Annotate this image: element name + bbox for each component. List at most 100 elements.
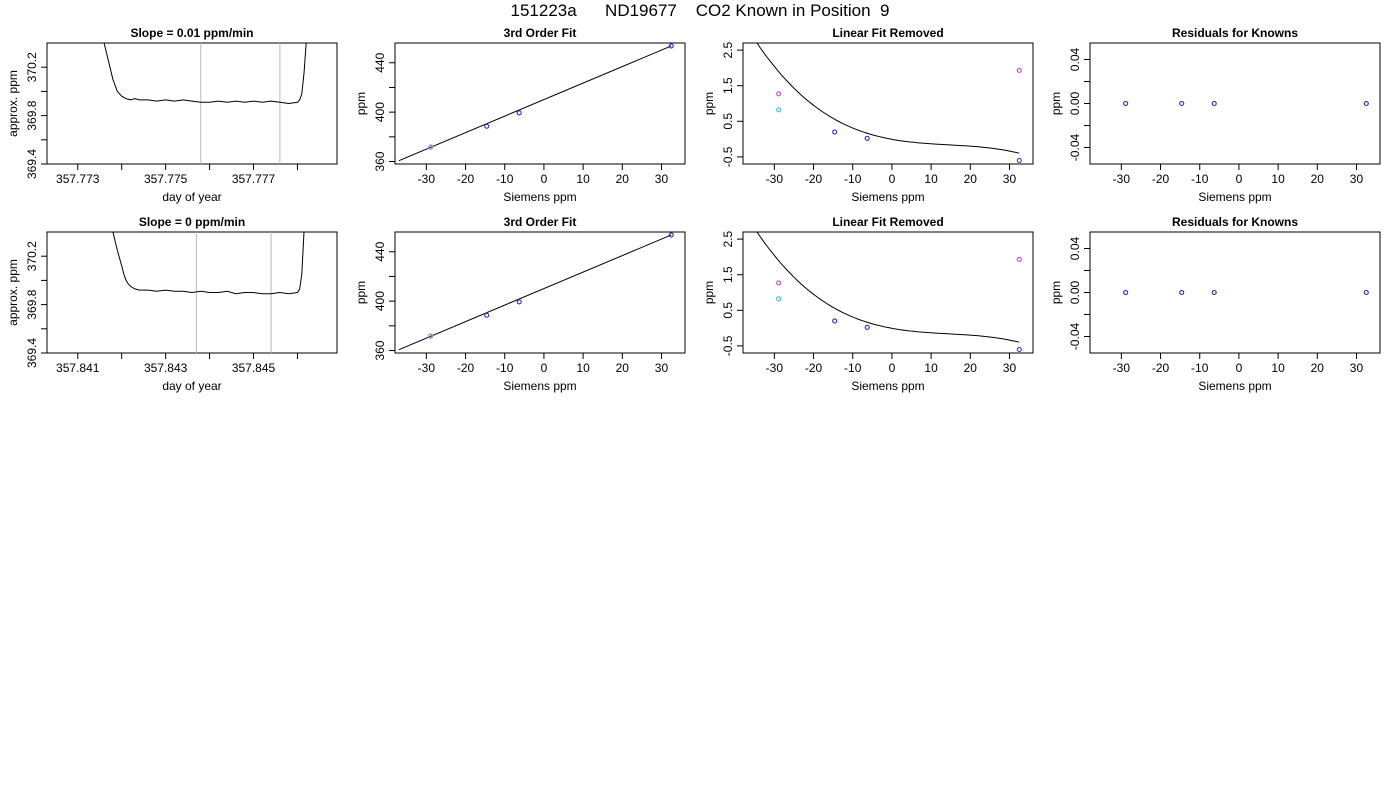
x-tick-label: 20 xyxy=(964,361,978,375)
data-point xyxy=(1179,290,1185,295)
x-tick-label: -30 xyxy=(1113,361,1131,375)
x-tick-label: -30 xyxy=(418,172,436,186)
x-tick-label: 0 xyxy=(889,361,896,375)
x-tick-label: 0 xyxy=(541,361,548,375)
x-tick-label: 357.775 xyxy=(144,172,188,186)
y-tick-label: -0.5 xyxy=(721,146,735,167)
data-point xyxy=(832,129,838,135)
x-tick-label: -30 xyxy=(418,361,436,375)
x-tick-label: 0 xyxy=(1236,172,1243,186)
fit-line xyxy=(398,45,672,162)
plot-area xyxy=(103,43,307,164)
y-axis-label: approx. ppm xyxy=(6,259,20,326)
data-point xyxy=(864,135,870,141)
plot-area xyxy=(756,232,1020,343)
x-tick-label: 30 xyxy=(1003,172,1017,186)
data-point xyxy=(776,280,782,286)
data-point xyxy=(428,333,434,339)
fit-curve xyxy=(756,43,1020,154)
x-tick-label: 10 xyxy=(924,172,938,186)
data-point xyxy=(484,123,490,129)
y-tick-label: 2.5 xyxy=(721,230,735,247)
data-point xyxy=(1016,346,1022,352)
y-axis-label: ppm xyxy=(1049,92,1063,115)
plot-frame xyxy=(46,231,338,354)
y-tick-label: 360 xyxy=(373,151,387,171)
data-point xyxy=(484,312,490,318)
panel-title: 3rd Order Fit xyxy=(504,215,577,229)
plot-frame xyxy=(1089,42,1381,165)
x-tick-label: 30 xyxy=(1003,361,1017,375)
chart-panel-3: Linear Fit Removed -30 -20 -10 0 10 20 30 -0.5 0.… xyxy=(702,26,1034,204)
data-point xyxy=(516,299,522,305)
plot-area xyxy=(756,43,1020,154)
x-tick-label: 30 xyxy=(655,361,669,375)
y-axis-label: ppm xyxy=(354,92,368,115)
x-tick-label: 30 xyxy=(1350,361,1364,375)
y-tick-label: 440 xyxy=(373,52,387,72)
x-tick-label: 10 xyxy=(924,361,938,375)
chart-panel-5: Slope = 0 ppm/min 357.841 357.843 357.845 36… xyxy=(6,215,338,393)
x-tick-label: 10 xyxy=(576,172,590,186)
x-tick-label: 10 xyxy=(1271,361,1285,375)
x-tick-label: -20 xyxy=(805,361,823,375)
plot-area xyxy=(112,232,305,353)
x-tick-label: 30 xyxy=(655,172,669,186)
plot-frame xyxy=(1089,231,1381,354)
x-tick-label: -20 xyxy=(1152,172,1170,186)
y-axis-label: approx. ppm xyxy=(6,70,20,137)
data-point xyxy=(1016,256,1022,262)
y-axis-label: ppm xyxy=(354,281,368,304)
chart-panel-6: 3rd Order Fit -30 -20 -10 0 10 20 30 360 400 440 Si… xyxy=(354,215,686,393)
x-axis-label: Siemens ppm xyxy=(503,379,576,393)
y-tick-label: 369.4 xyxy=(25,149,39,179)
x-tick-label: 20 xyxy=(1311,172,1325,186)
x-tick-label: 0 xyxy=(1236,361,1243,375)
x-tick-label: -10 xyxy=(496,172,514,186)
data-point xyxy=(1179,101,1185,106)
data-point xyxy=(668,232,674,238)
y-tick-label: 369.4 xyxy=(25,338,39,368)
x-tick-label: -20 xyxy=(457,361,475,375)
y-tick-label: 400 xyxy=(373,102,387,122)
x-tick-label: 30 xyxy=(1350,172,1364,186)
x-tick-label: -10 xyxy=(1191,361,1209,375)
x-tick-label: -20 xyxy=(1152,361,1170,375)
x-axis-label: Siemens ppm xyxy=(851,190,924,204)
x-tick-label: 357.777 xyxy=(232,172,276,186)
series-line xyxy=(112,232,305,295)
y-tick-label: 440 xyxy=(373,241,387,261)
x-tick-label: 10 xyxy=(576,361,590,375)
series-line xyxy=(103,43,307,105)
data-point xyxy=(1211,101,1217,106)
y-tick-label: 0.04 xyxy=(1068,47,1082,71)
x-tick-label: -10 xyxy=(1191,172,1209,186)
x-tick-label: -10 xyxy=(844,172,862,186)
data-point xyxy=(1211,290,1217,295)
x-tick-label: -30 xyxy=(766,361,784,375)
figure-title: 151223a ND19677 CO2 Known in Position 9 xyxy=(510,1,890,20)
y-tick-label: 360 xyxy=(373,340,387,360)
data-point xyxy=(776,107,782,113)
chart-panel-1: Slope = 0.01 ppm/min 357.773 357.775 357.77… xyxy=(6,26,338,204)
chart-panel-2: 3rd Order Fit -30 -20 -10 0 10 20 30 360 400 440 Si… xyxy=(354,26,686,204)
data-point xyxy=(776,296,782,302)
plot-frame xyxy=(394,42,686,165)
x-tick-label: 357.841 xyxy=(56,361,100,375)
y-tick-label: 369.8 xyxy=(25,289,39,319)
fit-curve xyxy=(756,232,1020,343)
chart-panel-4: Residuals for Knowns -30 -20 -10 0 10 20 30 -0.0… xyxy=(1049,26,1381,204)
y-tick-label: 0.00 xyxy=(1068,91,1082,115)
y-tick-label: 2.5 xyxy=(721,41,735,58)
plot-frame xyxy=(46,42,338,165)
data-point xyxy=(1016,67,1022,73)
panel-title: Slope = 0.01 ppm/min xyxy=(130,26,253,40)
y-tick-label: -0.5 xyxy=(721,335,735,356)
panel-title: Linear Fit Removed xyxy=(832,26,943,40)
data-point xyxy=(1123,101,1129,106)
panel-title: Residuals for Knowns xyxy=(1172,26,1298,40)
data-point xyxy=(864,324,870,330)
x-tick-label: -20 xyxy=(805,172,823,186)
plot-frame xyxy=(742,231,1034,354)
x-axis-label: day of year xyxy=(162,190,221,204)
